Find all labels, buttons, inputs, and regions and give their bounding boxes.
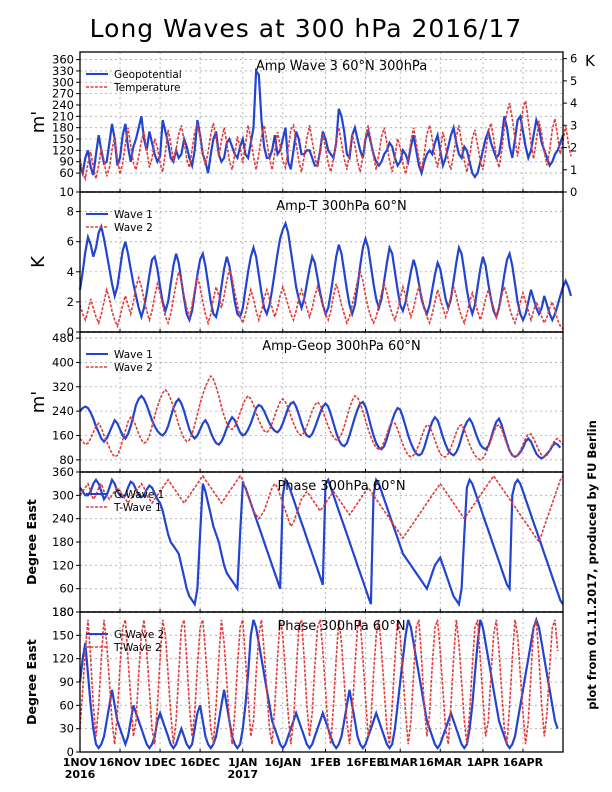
legend-label-1: Wave 1 bbox=[114, 209, 153, 221]
series-line-1 bbox=[79, 394, 562, 460]
series-line-2 bbox=[79, 619, 559, 745]
y2-tick-label: 0 bbox=[570, 185, 577, 199]
y-tick-label: 210 bbox=[52, 109, 74, 123]
y-tick-label: 4 bbox=[67, 265, 74, 279]
y-tick-label: 160 bbox=[52, 428, 74, 442]
y-tick-label: 90 bbox=[59, 675, 74, 689]
x-tick-label: 1FEB bbox=[310, 756, 341, 769]
x-tick-label: 16MAR bbox=[419, 756, 463, 769]
panel-title: Amp-Geop 300hPa 60°N bbox=[262, 339, 421, 354]
x-tick-label: 16JAN bbox=[264, 756, 301, 769]
x-tick-sublabel: 2017 bbox=[227, 768, 258, 781]
y-tick-label: 240 bbox=[52, 98, 74, 112]
x-tick-label: 16DEC bbox=[180, 756, 220, 769]
y2-tick-label: 4 bbox=[570, 96, 577, 110]
panel-title: Phase 300hPa 60°N bbox=[277, 619, 405, 634]
y-tick-label: 300 bbox=[52, 488, 74, 502]
y-tick-label: 150 bbox=[52, 132, 74, 146]
y-tick-label: 0 bbox=[67, 745, 74, 759]
y2-axis-label: K bbox=[585, 52, 596, 70]
y-tick-label: 180 bbox=[52, 605, 74, 619]
series-line-2 bbox=[79, 474, 564, 544]
legend-label-2: Wave 2 bbox=[114, 222, 153, 234]
y2-tick-label: 6 bbox=[570, 52, 577, 66]
legend-label-1: G-Wave 2 bbox=[114, 629, 164, 641]
y-axis-label: Degree East bbox=[24, 499, 39, 585]
y-tick-label: 120 bbox=[52, 143, 74, 157]
y-axis-label: m' bbox=[28, 391, 49, 413]
y-tick-label: 30 bbox=[59, 722, 74, 736]
series-line-2 bbox=[79, 268, 564, 330]
legend-label-2: T-Wave 2 bbox=[113, 642, 162, 654]
y2-tick-label: 2 bbox=[570, 141, 577, 155]
series-line-2 bbox=[79, 100, 572, 182]
series-line-1 bbox=[78, 67, 565, 179]
y-tick-label: 270 bbox=[52, 87, 74, 101]
x-tick-label: 1MAR bbox=[382, 756, 418, 769]
y-tick-label: 120 bbox=[52, 558, 74, 572]
y-tick-label: 60 bbox=[59, 698, 74, 712]
legend-label-2: T-Wave 1 bbox=[113, 502, 162, 514]
y-tick-label: 2 bbox=[67, 295, 74, 309]
y-tick-label: 360 bbox=[52, 465, 74, 479]
x-tick-label: 1NOV bbox=[63, 756, 98, 769]
series-line-1 bbox=[78, 616, 559, 751]
y-tick-label: 400 bbox=[52, 355, 74, 369]
x-tick-sublabel: 2016 bbox=[65, 768, 96, 781]
y-axis-label: m' bbox=[28, 111, 49, 133]
x-tick-label: 1JAN bbox=[228, 756, 257, 769]
y-axis-label: Degree East bbox=[24, 639, 39, 725]
y-axis-label: K bbox=[28, 255, 49, 268]
y-tick-label: 150 bbox=[52, 628, 74, 642]
y-tick-label: 330 bbox=[52, 64, 74, 78]
y2-tick-label: 1 bbox=[570, 163, 577, 177]
y-tick-label: 240 bbox=[52, 404, 74, 418]
y-tick-label: 180 bbox=[52, 535, 74, 549]
legend-label-1: Wave 1 bbox=[114, 349, 153, 361]
panel-title: Amp-T 300hPa 60°N bbox=[276, 199, 407, 214]
y-tick-label: 8 bbox=[67, 205, 74, 219]
y-tick-label: 80 bbox=[59, 453, 74, 467]
y-tick-label: 320 bbox=[52, 380, 74, 394]
y-tick-label: 60 bbox=[59, 582, 74, 596]
y-tick-label: 60 bbox=[59, 166, 74, 180]
legend-label-2: Wave 2 bbox=[114, 362, 153, 374]
y-tick-label: 10 bbox=[59, 185, 74, 199]
legend-label-1: Geopotential bbox=[114, 69, 182, 81]
y2-tick-label: 5 bbox=[570, 74, 577, 88]
panel-title: Amp Wave 3 60°N 300hPa bbox=[256, 59, 427, 74]
series-line-2 bbox=[79, 374, 564, 461]
x-tick-label: 16APR bbox=[503, 756, 544, 769]
chart-title: Long Waves at 300 hPa 2016/17 bbox=[89, 14, 523, 43]
y2-tick-label: 3 bbox=[570, 118, 577, 132]
panel-title: Phase 300hPa 60°N bbox=[277, 479, 405, 494]
y-tick-label: 360 bbox=[52, 53, 74, 67]
y-tick-label: 6 bbox=[67, 235, 74, 249]
y-tick-label: 300 bbox=[52, 75, 74, 89]
legend-label-2: Temperature bbox=[113, 82, 181, 94]
y-tick-label: 90 bbox=[59, 155, 74, 169]
series-line-1 bbox=[79, 476, 564, 608]
y-tick-label: 180 bbox=[52, 121, 74, 135]
x-tick-label: 1DEC bbox=[144, 756, 176, 769]
y-tick-label: 0 bbox=[67, 325, 74, 339]
y-tick-label: 480 bbox=[52, 331, 74, 345]
series-line-1 bbox=[78, 220, 573, 324]
y-tick-label: 240 bbox=[52, 512, 74, 526]
legend-label-1: G-Wave 1 bbox=[114, 489, 164, 501]
x-tick-label: 1APR bbox=[467, 756, 500, 769]
x-tick-label: 16FEB bbox=[346, 756, 385, 769]
y-tick-label: 120 bbox=[52, 652, 74, 666]
x-tick-label: 16NOV bbox=[99, 756, 142, 769]
y-tick-label: 180 bbox=[52, 605, 74, 619]
